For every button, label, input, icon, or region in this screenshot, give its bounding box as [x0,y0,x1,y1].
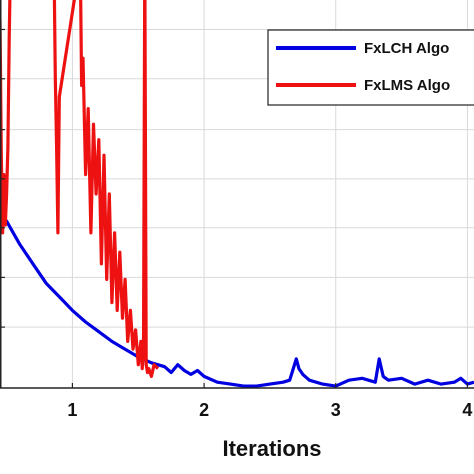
series-line-fxlch [0,212,474,388]
x-tick-label-3: 3 [331,400,341,420]
x-tick-label-1: 1 [67,400,77,420]
series-line-fxlms [0,0,160,378]
x-tick-label-2: 2 [199,400,209,420]
legend-label-fxlch: FxLCH Algo [364,40,449,57]
x-tick-label-4: 4 [462,400,472,420]
legend: FxLCH Algo FxLMS Algo [267,29,474,106]
legend-label-fxlms: FxLMS Algo [364,77,450,94]
series-layer [0,0,474,388]
legend-box [267,29,474,106]
tick-labels: 1 2 3 4 [67,400,472,420]
x-axis-label: Iterations [222,436,321,461]
axes [0,0,474,389]
